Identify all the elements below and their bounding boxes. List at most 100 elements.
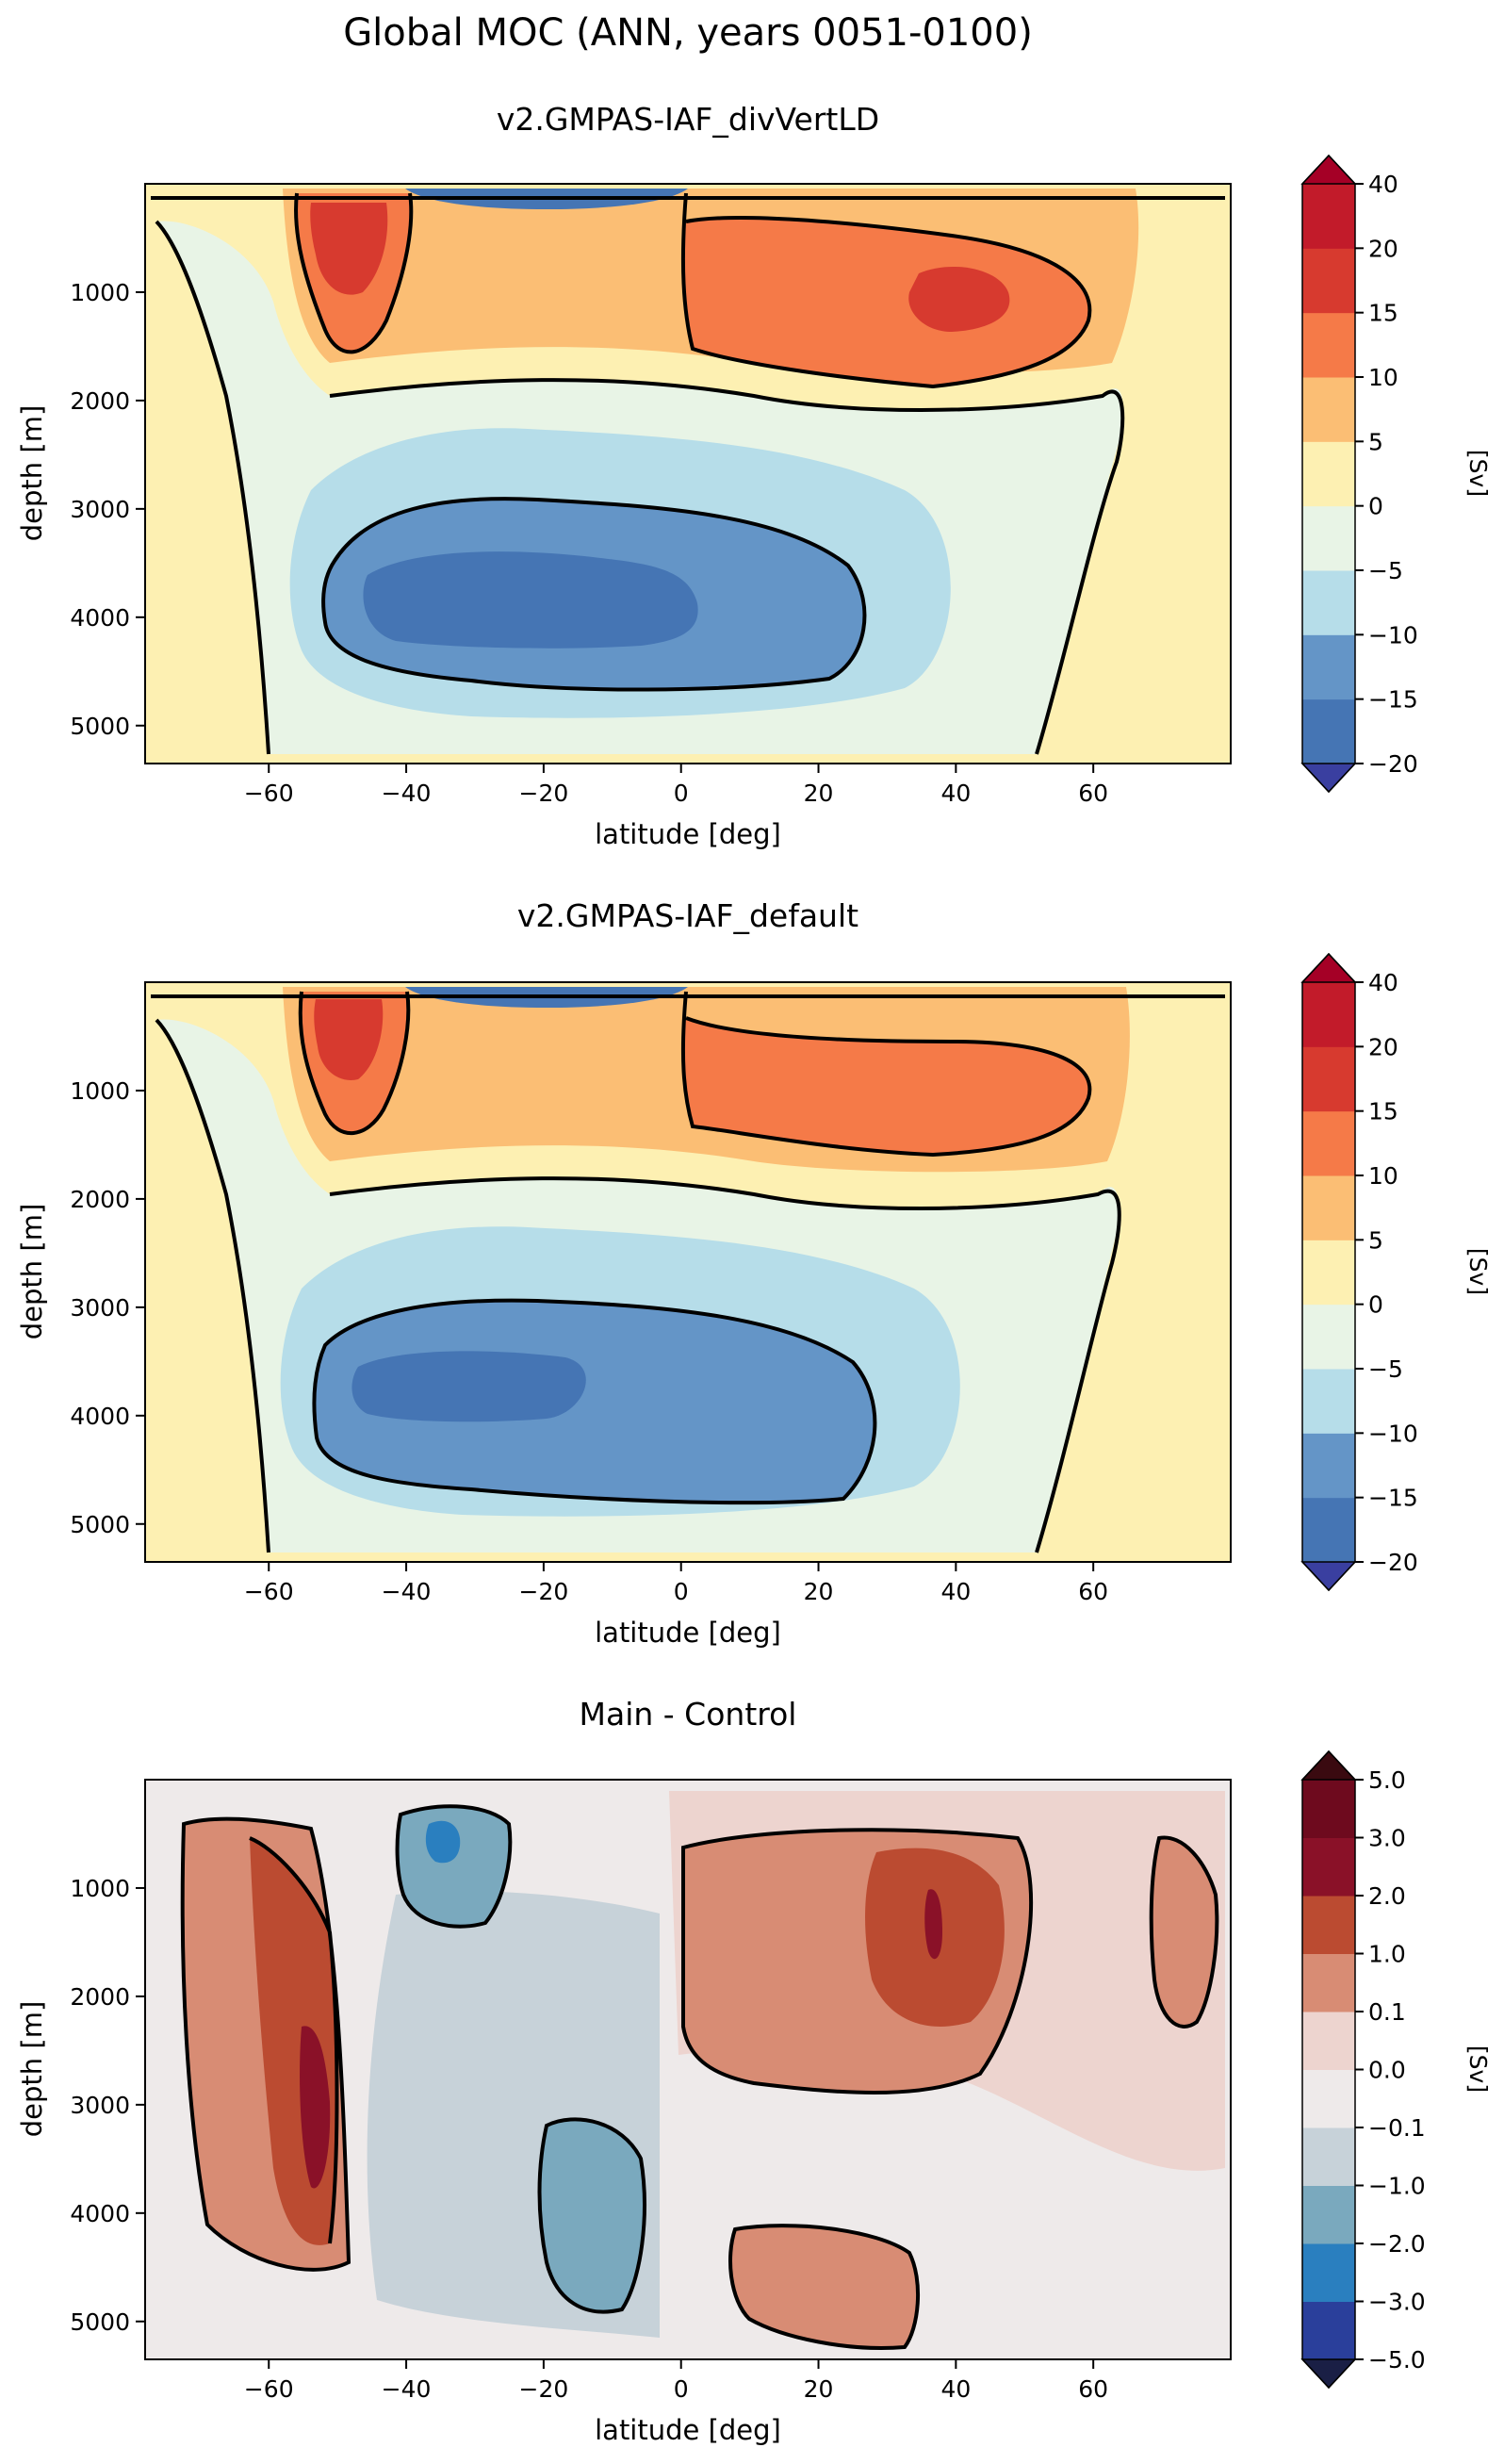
colorbar-tick-label: 10: [1368, 364, 1398, 391]
y-tick-label: 4000: [70, 2200, 130, 2227]
x-tick-label: 0: [674, 2375, 689, 2403]
x-tick-label: −40: [382, 780, 432, 807]
y-axis-label: depth [m]: [16, 2001, 48, 2138]
contour-line-zero: [155, 1018, 1121, 1553]
x-tick-label: 40: [940, 1578, 971, 1605]
y-tick-label: 3000: [70, 496, 130, 523]
colorbar-tick-label: 15: [1368, 300, 1398, 327]
x-tick-label: −60: [244, 2375, 294, 2403]
y-axis-label: depth [m]: [16, 1204, 48, 1340]
colorbar-band: [1302, 1497, 1355, 1563]
contour-fill-neg15-20: [351, 1351, 586, 1422]
moc-panel-default: v2.GMPAS-IAF_default 1000200030004000500…: [16, 897, 1492, 1649]
contour-fill-15-20-south: [310, 203, 388, 295]
x-axis-label: latitude [deg]: [595, 818, 781, 850]
contour-line-south: [180, 1816, 351, 2272]
colorbar-band: [1302, 1369, 1355, 1434]
colorbar-tick-label: 0.1: [1368, 1998, 1406, 2026]
plot-frame: [144, 183, 1232, 764]
y-tick-label: 3000: [70, 1294, 130, 1322]
colorbar-tick-label: 0.0: [1368, 2057, 1406, 2084]
colorbar-band: [1302, 2012, 1355, 2070]
x-tick-label: −20: [519, 1578, 569, 1605]
colorbar-tick-label: 0: [1368, 493, 1383, 520]
contour-line-10: [294, 192, 1092, 389]
colorbar-tick-label: −15: [1368, 1485, 1418, 1512]
x-axis-label: latitude [deg]: [595, 1617, 781, 1649]
plot-frame: [144, 1779, 1232, 2360]
colorbar-tick-label: −5: [1368, 557, 1403, 584]
colorbar-band: [1302, 1110, 1355, 1176]
colorbar-extend-min: [1300, 763, 1357, 794]
y-axis-label: depth [m]: [16, 405, 48, 542]
x-tick-label: 40: [940, 780, 971, 807]
contour-line-east: [681, 1828, 1034, 2094]
contour-fill-neg1-2-mid: [397, 1806, 511, 1927]
y-tick-label: 4000: [70, 1403, 130, 1430]
contour-line-deep: [537, 2117, 920, 2350]
colorbar-band: [1302, 2127, 1355, 2186]
colorbar-tick-label: 5: [1368, 428, 1383, 455]
x-tick-label: 20: [804, 780, 834, 807]
y-tick-label: 5000: [70, 2308, 130, 2336]
colorbar-tick-label: 5: [1368, 1226, 1383, 1254]
colorbar-tick-label: −20: [1368, 1549, 1418, 1576]
colorbar-label: [Sv]: [1464, 450, 1492, 497]
colorbar-tick-label: −0.1: [1368, 2114, 1426, 2142]
contour-line-north: [1149, 1835, 1219, 2029]
contour-fill-neg1-2-deep: [539, 2119, 645, 2312]
colorbar-tick-label: −20: [1368, 750, 1418, 778]
colorbar-tick-label: −3.0: [1368, 2289, 1426, 2316]
contour-line-zero: [155, 220, 1125, 755]
x-tick-label: −40: [382, 2375, 432, 2403]
colorbar-tick-label: 20: [1368, 1033, 1398, 1060]
colorbar-band: [1302, 2185, 1355, 2244]
colorbar-band: [1302, 982, 1355, 1047]
colorbar-tick-label: 3.0: [1368, 1825, 1406, 1852]
colorbar-extend-max: [1300, 1749, 1357, 1781]
y-tick-label: 1000: [70, 1875, 130, 1902]
moc-panel-divvertld: v2.GMPAS-IAF_divVertLD 10 0 0 2000 3000 4000 5…: [16, 101, 1492, 850]
colorbar-band: [1302, 634, 1355, 700]
contour-line-mid: [395, 1804, 513, 1929]
y-tick-label: 2000: [70, 1983, 130, 2011]
figure-title: Global MOC (ANN, years 0051-0100): [343, 11, 1033, 55]
colorbar-tick-label: −1.0: [1368, 2173, 1426, 2200]
colorbar-tick-label: 5.0: [1368, 1766, 1406, 1794]
contour-plot-area: [144, 981, 1232, 1563]
colorbar-band: [1302, 570, 1355, 635]
contour-fill-10-15-north: [682, 217, 1090, 386]
colorbar-band: [1302, 1175, 1355, 1240]
x-tick-label: −40: [382, 1578, 432, 1605]
y-tick-label: 2000: [70, 1186, 130, 1213]
colorbar: −20 −15 −10 −5 0 5 10 15 20 40: [1300, 154, 1418, 794]
colorbar-band: [1302, 1780, 1355, 1838]
contour-fill-neg10-15: [314, 1300, 875, 1503]
x-axis-label: latitude [deg]: [595, 2414, 781, 2446]
colorbar-extend-min: [1300, 1561, 1357, 1592]
colorbar-tick-label: 10: [1368, 1162, 1398, 1190]
panel-title: Main - Control: [580, 1696, 797, 1733]
x-tick-label: −20: [519, 780, 569, 807]
colorbar-band: [1302, 1240, 1355, 1306]
colorbar-tick-label: 40: [1368, 969, 1398, 996]
contour-line-neg10: [321, 497, 867, 692]
x-tick-label: 40: [940, 2375, 971, 2403]
colorbar-tick-label: 15: [1368, 1098, 1398, 1125]
colorbar-tick-label: −15: [1368, 686, 1418, 714]
y-tick-label: 1000: [70, 1077, 130, 1105]
panel-title: v2.GMPAS-IAF_divVertLD: [497, 101, 879, 138]
colorbar-band: [1302, 184, 1355, 249]
colorbar-tick-label: −5.0: [1368, 2346, 1426, 2374]
colorbar-band: [1302, 1433, 1355, 1499]
colorbar-tick-label: 1.0: [1368, 1941, 1406, 1968]
y-tick-label: 2000: [70, 387, 130, 415]
colorbar-band: [1302, 1046, 1355, 1112]
x-tick-label: −20: [519, 2375, 569, 2403]
colorbar-band: [1302, 377, 1355, 442]
y-tick-label: 3000: [70, 2092, 130, 2119]
y-tick-label: 4000: [70, 604, 130, 632]
x-tick-label: 0: [674, 780, 689, 807]
x-tick-label: 60: [1078, 1578, 1108, 1605]
